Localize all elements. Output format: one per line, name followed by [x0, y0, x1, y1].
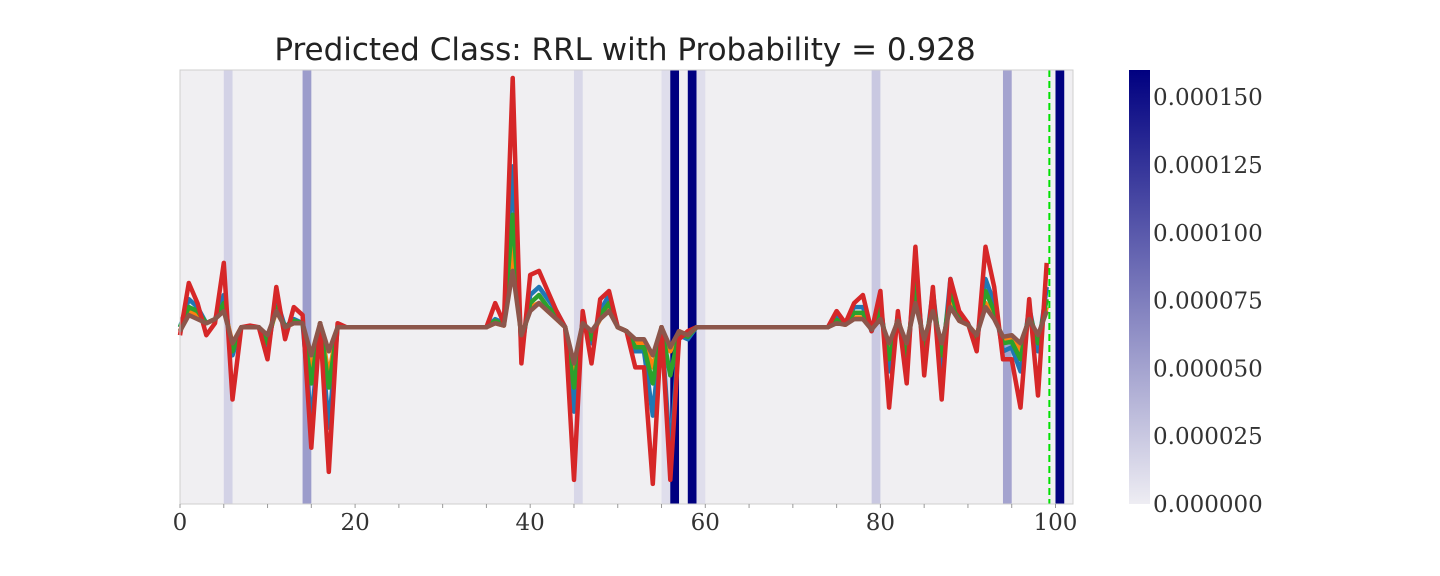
- x-tick-label: 20: [340, 510, 369, 536]
- plot-frame: [179, 69, 1074, 505]
- colorbar-tick-label: 0.000000: [1153, 492, 1263, 518]
- importance-band: [1055, 70, 1065, 504]
- importance-band: [573, 70, 583, 504]
- importance-band: [223, 70, 233, 504]
- x-tick-label: 40: [516, 510, 545, 536]
- series-line: [177, 75, 1049, 487]
- x-tick-label: 80: [866, 510, 895, 536]
- x-tick-label: 0: [173, 510, 188, 536]
- importance-band: [696, 70, 706, 504]
- colorbar-ticks: 0.000000 0.000025 0.000050 0.000075 0.000100…: [1153, 85, 1263, 518]
- importance-band: [871, 70, 881, 504]
- colorbar-tick-label: 0.000100: [1153, 221, 1263, 247]
- colorbar-tick-label: 0.000025: [1153, 424, 1263, 450]
- series-lines: [177, 75, 1049, 487]
- plot-area: [180, 70, 1073, 504]
- colorbar-tick-label: 0.000150: [1153, 85, 1263, 111]
- x-tick-label: 100: [1034, 510, 1078, 536]
- importance-band: [302, 70, 312, 504]
- x-axis: 0 20 40 60 80 100: [173, 504, 1078, 536]
- importance-bands: [223, 70, 1065, 504]
- chart-title: Predicted Class: RRL with Probability = …: [274, 32, 975, 68]
- colorbar-tick-label: 0.000075: [1153, 289, 1263, 315]
- colorbar: [1129, 70, 1150, 504]
- series-line: [178, 268, 1049, 366]
- importance-band: [670, 70, 680, 504]
- colorbar-tick-label: 0.000050: [1153, 356, 1263, 382]
- importance-band: [661, 70, 671, 504]
- colorbar-tick-label: 0.000125: [1153, 153, 1263, 179]
- x-tick-label: 60: [691, 510, 720, 536]
- importance-band: [1002, 70, 1012, 504]
- importance-band: [687, 70, 697, 504]
